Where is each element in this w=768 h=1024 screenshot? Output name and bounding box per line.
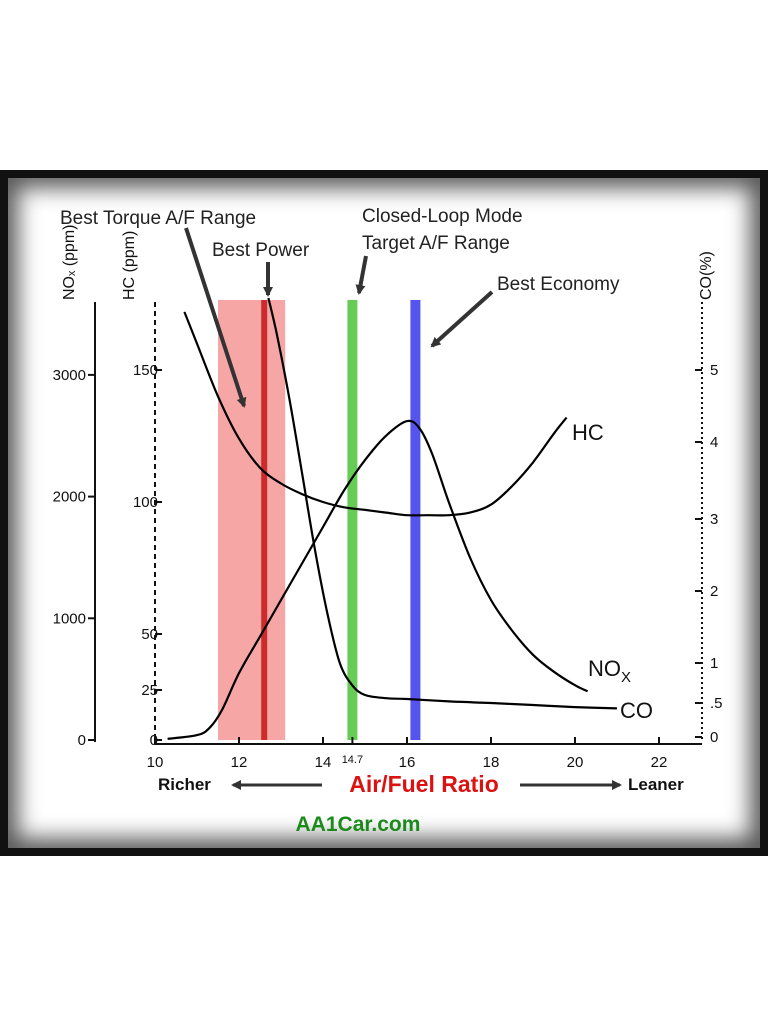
best-power-label: Best Power [212, 240, 310, 261]
co-tick-label: 4 [710, 434, 718, 451]
closed-loop-label-line2: Target A/F Range [362, 233, 510, 254]
co-tick-label: 2 [710, 583, 718, 600]
nox-curve [167, 419, 589, 740]
co-tick-label: .5 [710, 695, 723, 712]
nox-axis-title: NOₓ (ppm) [61, 225, 78, 300]
band-best-torque [218, 300, 286, 740]
nox-tick-label: 0 [78, 732, 86, 749]
x-tick-label: 16 [399, 754, 416, 771]
axes-layer: 10 12 14 14.7 16 18 20 220100020003000025501001… [53, 302, 723, 771]
hc-tick-label: 0 [150, 732, 158, 749]
hc-tick-label: 25 [141, 682, 158, 699]
co-tick-label: 5 [710, 362, 718, 379]
x-axis-title: Air/Fuel Ratio [349, 771, 499, 797]
co-series-label: CO [620, 698, 653, 723]
leaner-label: Leaner [628, 775, 684, 794]
hc-tick-label: 100 [133, 494, 158, 511]
nox-series-label-main: NO [588, 656, 621, 681]
best-economy-arrow [430, 290, 494, 348]
co-curve [267, 297, 618, 710]
nox-tick-label: 3000 [53, 367, 86, 384]
band-closed-loop [347, 300, 358, 740]
best-economy-label: Best Economy [497, 274, 620, 295]
best-torque-arrow [184, 227, 247, 408]
co-axis-title: CO(%) [698, 251, 715, 300]
nox-series-label-sub: X [621, 669, 631, 686]
x-tick-label: 22 [651, 754, 668, 771]
richer-label: Richer [158, 775, 211, 794]
closed-loop-label-line1: Closed-Loop Mode [362, 206, 523, 227]
co-tick-label: 1 [710, 655, 718, 672]
credit-label: AA1Car.com [296, 813, 421, 836]
hc-axis-title: HC (ppm) [121, 231, 138, 300]
hc-tick-label: 150 [133, 362, 158, 379]
closed-loop-arrow [355, 255, 368, 295]
bands-layer [218, 300, 421, 740]
nox-tick-label: 2000 [53, 489, 86, 506]
band-best-economy [410, 300, 421, 740]
x-tick-label: 18 [483, 754, 500, 771]
hc-series-label: HC [572, 420, 604, 445]
x-tick-label: 10 [147, 754, 164, 771]
best-torque-label: Best Torque A/F Range [60, 208, 256, 229]
co-tick-label: 3 [710, 511, 718, 528]
nox-series-label: NOX [588, 656, 631, 686]
band-best-power [261, 300, 268, 740]
x-tick-label: 12 [231, 754, 248, 771]
co-tick-label: 0 [710, 729, 718, 746]
series-layer [167, 297, 618, 740]
hc-tick-label: 50 [141, 626, 158, 643]
x-tick-label: 14 [315, 754, 332, 771]
nox-tick-label: 1000 [53, 610, 86, 627]
x-tick-label: 14.7 [342, 754, 363, 766]
x-tick-label: 20 [567, 754, 584, 771]
hc-curve [183, 311, 568, 517]
